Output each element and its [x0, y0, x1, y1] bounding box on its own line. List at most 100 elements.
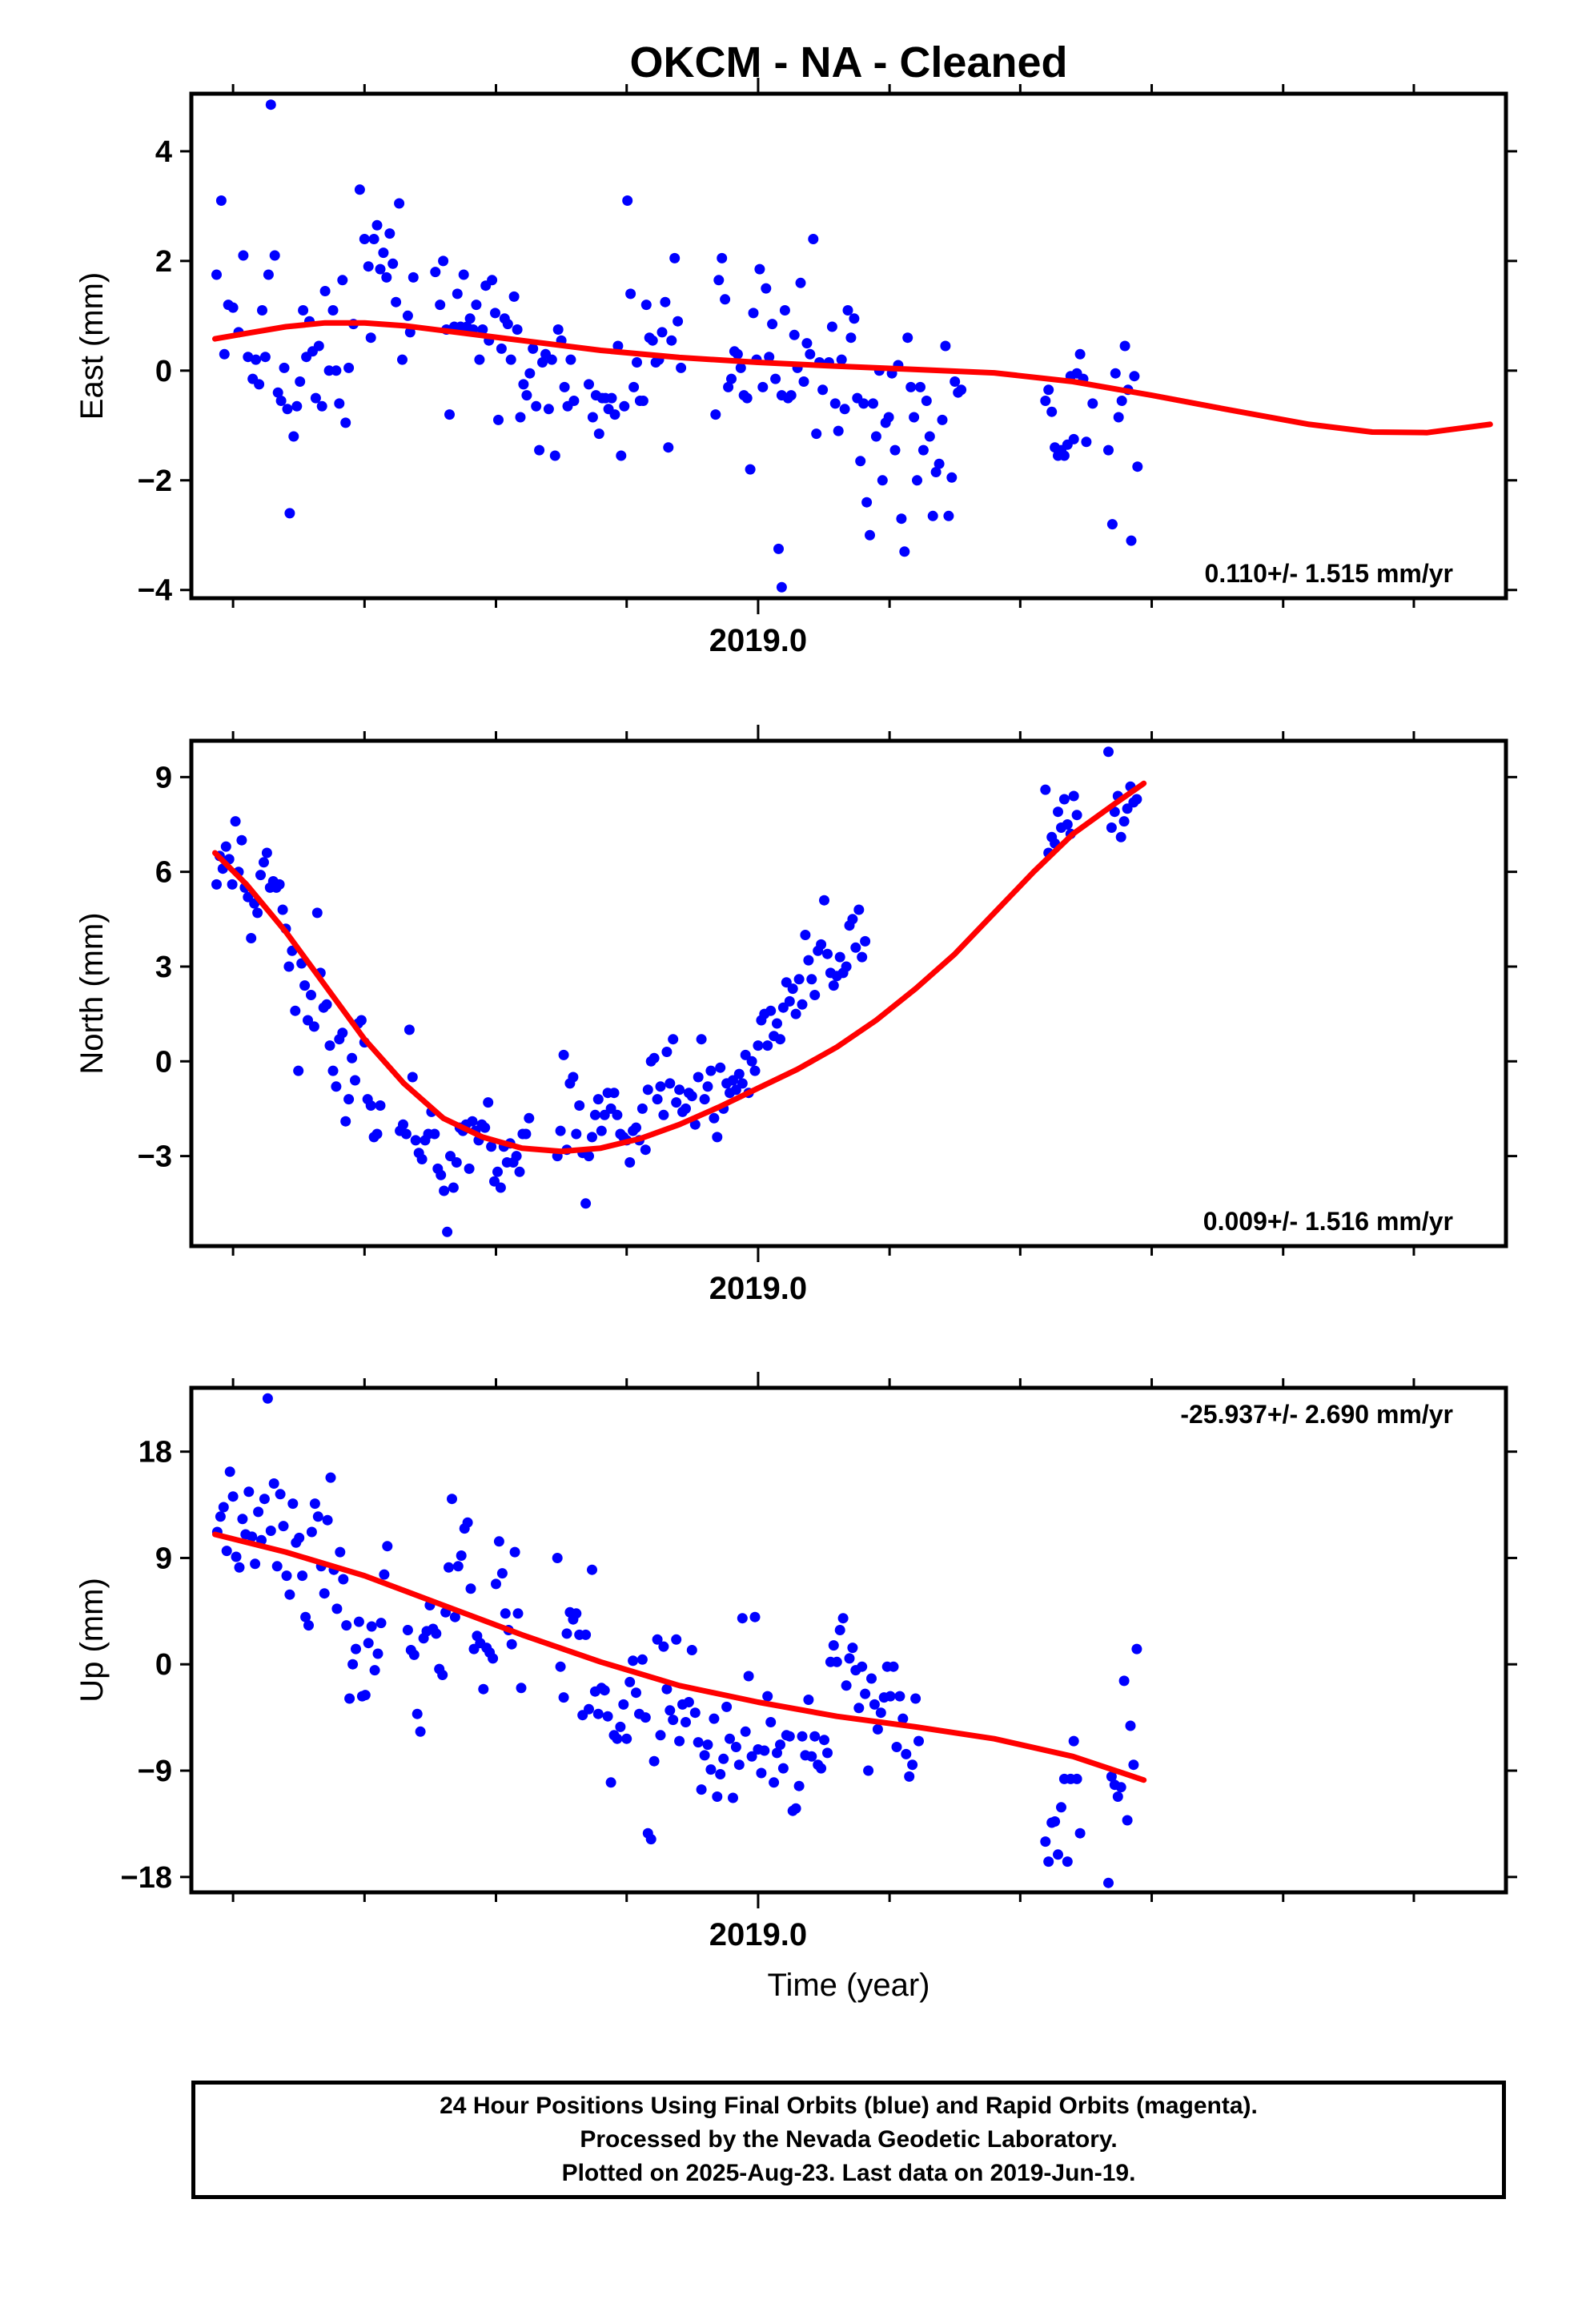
data-point: [298, 305, 309, 316]
data-point: [816, 1763, 827, 1774]
data-point: [438, 255, 449, 267]
data-point: [605, 1103, 616, 1114]
data-point: [809, 1731, 821, 1742]
data-point: [618, 1699, 629, 1710]
data-point: [335, 1546, 346, 1558]
data-point: [558, 1692, 569, 1703]
data-point: [770, 373, 781, 384]
data-point: [325, 1472, 336, 1483]
data-point: [699, 1094, 710, 1105]
data-point: [259, 1494, 270, 1505]
data-point: [705, 1764, 717, 1775]
data-point: [464, 313, 476, 324]
data-point: [365, 1100, 376, 1111]
data-point: [313, 340, 324, 352]
data-point: [765, 1717, 777, 1727]
data-point: [718, 1753, 729, 1764]
data-point: [640, 1712, 651, 1723]
data-point: [1046, 406, 1058, 417]
data-point: [294, 1532, 305, 1543]
data-point: [665, 1078, 676, 1089]
data-point: [300, 1611, 311, 1622]
data-point: [605, 1777, 616, 1788]
data-point: [1115, 831, 1126, 842]
chart-title: OKCM - NA - Cleaned: [629, 38, 1067, 86]
data-point: [717, 252, 728, 263]
data-point: [759, 1745, 770, 1756]
data-point: [227, 1491, 239, 1502]
data-point: [291, 400, 303, 412]
data-point: [819, 1735, 829, 1746]
data-point: [1068, 1735, 1079, 1747]
data-point: [811, 428, 822, 440]
data-point: [415, 1726, 426, 1737]
data-point: [725, 1733, 735, 1744]
data-point: [674, 1735, 685, 1747]
data-point: [797, 1731, 808, 1742]
data-point: [660, 296, 671, 308]
data-point: [1132, 461, 1143, 472]
data-point: [907, 1759, 918, 1771]
y-tick-label: −18: [121, 1861, 172, 1895]
data-point: [870, 431, 881, 442]
data-point: [290, 1005, 301, 1016]
data-point: [347, 1659, 359, 1670]
data-point: [505, 354, 516, 365]
data-point: [234, 1562, 245, 1573]
data-point: [288, 431, 299, 442]
x-axis-label: Time (year): [768, 1968, 930, 2003]
up-panel: 18 9 0 −9 −18 2019.0 Up (mm) -25.937+/- 2.690 m…: [74, 1372, 1517, 1952]
y-tick-label: −3: [138, 1140, 172, 1174]
data-point: [467, 1116, 478, 1127]
data-point: [647, 335, 658, 346]
data-point: [715, 1062, 726, 1073]
data-point: [845, 332, 857, 344]
data-point: [462, 1517, 473, 1528]
data-point: [885, 1691, 896, 1702]
data-point: [767, 319, 778, 330]
data-point: [243, 891, 254, 903]
data-point: [674, 1084, 685, 1096]
data-point: [558, 1049, 569, 1060]
data-point: [1119, 340, 1130, 352]
data-point: [271, 1561, 283, 1572]
data-point: [940, 340, 951, 352]
data-point: [746, 1751, 757, 1762]
data-point: [857, 951, 868, 963]
data-point: [877, 475, 888, 486]
data-point: [1071, 1773, 1082, 1784]
data-point: [347, 1052, 358, 1063]
data-point: [663, 442, 674, 453]
y-tick-label: 2: [155, 245, 172, 279]
rate-annotation: 0.110+/- 1.515 mm/yr: [1205, 559, 1453, 588]
data-point: [359, 234, 370, 244]
data-point: [836, 354, 847, 365]
data-point: [1056, 1802, 1066, 1813]
data-point: [693, 1072, 704, 1083]
data-point: [829, 398, 841, 409]
plot-frame: [189, 91, 1508, 601]
data-point: [805, 348, 816, 360]
data-point: [671, 1097, 682, 1108]
data-point: [353, 1616, 364, 1627]
data-point: [534, 444, 545, 456]
data-point: [359, 1690, 371, 1701]
data-point: [400, 1128, 412, 1140]
data-point: [1125, 1720, 1136, 1731]
data-point: [776, 581, 787, 593]
data-point: [631, 1122, 641, 1133]
data-point: [247, 1531, 258, 1542]
data-point: [435, 300, 446, 311]
data-point: [281, 1570, 292, 1582]
data-point: [571, 1608, 582, 1619]
y-tick-label: 9: [155, 1542, 172, 1575]
data-point: [790, 1803, 801, 1814]
data-point: [891, 1742, 902, 1752]
data-point: [508, 291, 520, 302]
data-point: [511, 1151, 522, 1162]
data-point: [837, 1613, 849, 1624]
data-point: [524, 368, 536, 379]
data-point: [863, 1765, 874, 1776]
y-tick-label: 18: [139, 1436, 172, 1470]
